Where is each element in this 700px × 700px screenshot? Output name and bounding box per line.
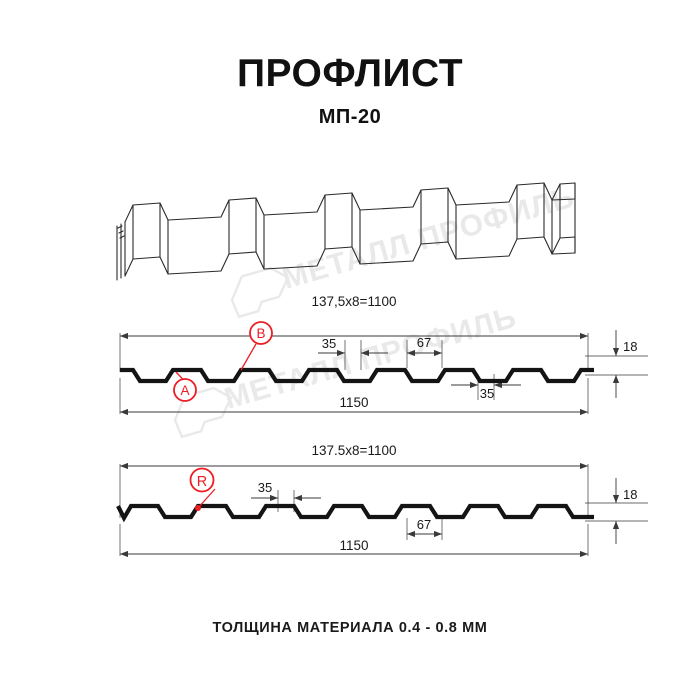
dim-35-bottom-label: 35 [258, 480, 272, 495]
dim-18-bottom-label: 18 [623, 487, 637, 502]
marker-r: R [189, 467, 216, 511]
profile-top-section: 137,5x8=1100 1150 35 67 [119, 292, 648, 416]
dim-67-top-label: 67 [417, 335, 431, 350]
profile-bottom-outline [116, 503, 594, 523]
dim-pitch-top: 137,5x8=1100 [120, 292, 588, 340]
dim-18-top-label: 18 [623, 339, 637, 354]
dim-67-bottom: 67 [407, 517, 442, 538]
title-block: ПРОФЛИСТ МП-20 [0, 54, 700, 129]
dim-total-bottom-label: 1150 [339, 538, 368, 553]
isometric-sheet-view [116, 182, 576, 281]
dim-18-top: 18 [612, 330, 637, 398]
dim-35b-top: 35 [451, 381, 521, 401]
dim-pitch-top-label: 137,5x8=1100 [312, 294, 397, 309]
dim-total-bottom: 1150 [120, 536, 588, 558]
dim-35-top: 35 [318, 336, 388, 357]
dim-35-top-label: 35 [322, 336, 336, 351]
dim-18-bottom: 18 [612, 478, 637, 544]
page-title: ПРОФЛИСТ [236, 52, 464, 95]
dim-pitch-bottom: 137.5x8=1100 [120, 441, 588, 470]
profile-bottom-section: 137.5x8=1100 1150 35 67 [116, 441, 648, 558]
profile-top-outline [120, 367, 594, 384]
dim-35b-top-label: 35 [480, 386, 494, 401]
dim-35-bottom: 35 [251, 480, 321, 502]
dim-total-top-label: 1150 [339, 395, 368, 410]
model-label: МП-20 [318, 106, 382, 128]
marker-a-label: A [180, 383, 189, 398]
marker-r-label: R [197, 474, 207, 490]
dim-67-bottom-label: 67 [417, 517, 431, 532]
dim-total-top: 1150 [120, 393, 588, 416]
marker-a: A [173, 371, 197, 402]
marker-b: B [240, 321, 273, 371]
dim-67-top: 67 [407, 335, 442, 357]
marker-b-label: B [256, 326, 265, 341]
dim-pitch-bottom-label: 137.5x8=1100 [312, 443, 397, 458]
material-thickness-note: ТОЛЩИНА МАТЕРИАЛА 0.4 - 0.8 ММ [212, 620, 488, 636]
